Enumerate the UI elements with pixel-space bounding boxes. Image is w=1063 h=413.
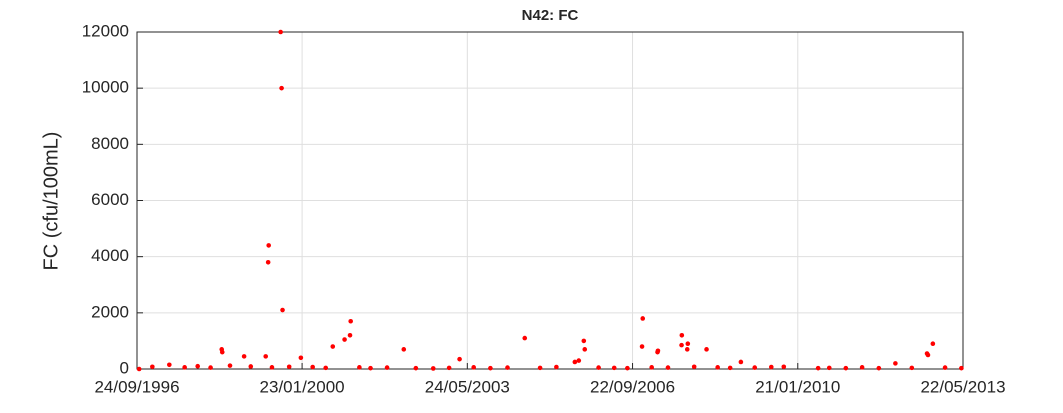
- x-tick-label: 22/05/2013: [920, 377, 1005, 396]
- point: [625, 365, 630, 371]
- point: [576, 358, 582, 363]
- point: [401, 347, 407, 352]
- point: [446, 365, 452, 371]
- point: [876, 365, 882, 371]
- point: [715, 365, 720, 370]
- point: [310, 364, 315, 370]
- point: [136, 366, 142, 372]
- point: [280, 307, 285, 313]
- point: [266, 243, 271, 248]
- point: [581, 338, 587, 344]
- x-tick-label: 24/05/2003: [425, 377, 510, 396]
- point: [537, 365, 543, 371]
- point: [826, 365, 832, 371]
- point: [219, 349, 225, 355]
- x-tick-label: 22/09/2006: [590, 377, 675, 396]
- point: [815, 365, 821, 371]
- point: [298, 355, 304, 361]
- x-tick-label: 24/09/1996: [94, 377, 179, 396]
- point: [413, 365, 419, 371]
- point: [665, 365, 671, 370]
- point: [522, 335, 528, 341]
- point: [930, 341, 936, 347]
- x-tick-label: 21/01/2010: [755, 377, 840, 396]
- point: [959, 365, 964, 371]
- point: [195, 363, 200, 369]
- point: [649, 365, 654, 370]
- point: [893, 361, 898, 366]
- point: [942, 365, 948, 370]
- point: [684, 347, 690, 352]
- y-tick-label: 8000: [91, 134, 129, 153]
- point: [655, 348, 661, 354]
- point: [704, 347, 709, 352]
- point: [909, 365, 915, 371]
- point: [505, 365, 510, 370]
- point: [269, 365, 275, 370]
- point: [640, 316, 646, 321]
- point: [488, 365, 493, 371]
- point: [167, 362, 172, 368]
- point: [348, 318, 353, 324]
- point: [471, 365, 476, 370]
- y-axis-label: FC (cfu/100mL): [40, 132, 62, 271]
- point: [457, 356, 462, 362]
- point: [263, 354, 269, 359]
- point: [781, 364, 787, 370]
- point: [685, 341, 691, 347]
- point: [738, 359, 744, 365]
- x-tick-label: 23/01/2000: [260, 377, 345, 396]
- y-tick-label: 12000: [82, 21, 129, 40]
- point: [582, 347, 588, 352]
- point: [182, 365, 187, 370]
- point: [554, 364, 559, 370]
- point: [279, 85, 284, 91]
- y-tick-label: 4000: [91, 246, 129, 265]
- point: [859, 365, 865, 370]
- point: [596, 365, 601, 370]
- point: [208, 365, 213, 370]
- point: [679, 342, 684, 348]
- point: [752, 365, 758, 370]
- point: [278, 29, 283, 35]
- point: [768, 364, 774, 370]
- point: [286, 364, 292, 370]
- point: [347, 333, 353, 338]
- point: [227, 363, 233, 368]
- y-tick-label: 2000: [91, 302, 129, 321]
- y-tick-label: 0: [120, 358, 129, 377]
- y-tick-label: 6000: [91, 190, 129, 209]
- point: [430, 366, 436, 371]
- point: [248, 364, 254, 369]
- point: [843, 365, 849, 371]
- y-tick-label: 10000: [82, 78, 129, 97]
- point: [150, 364, 155, 370]
- point: [639, 344, 645, 349]
- point: [691, 364, 697, 370]
- point: [330, 344, 336, 349]
- point: [572, 359, 578, 365]
- point: [611, 365, 617, 371]
- point: [384, 365, 390, 370]
- point: [323, 365, 329, 371]
- point: [357, 365, 362, 370]
- point: [679, 333, 685, 338]
- point: [924, 351, 930, 356]
- plot-frame: [136, 31, 964, 370]
- point: [265, 259, 271, 265]
- point: [241, 354, 247, 359]
- point: [727, 365, 733, 371]
- point: [342, 337, 347, 342]
- point: [368, 365, 373, 371]
- chart-title: N42: FC: [522, 7, 579, 24]
